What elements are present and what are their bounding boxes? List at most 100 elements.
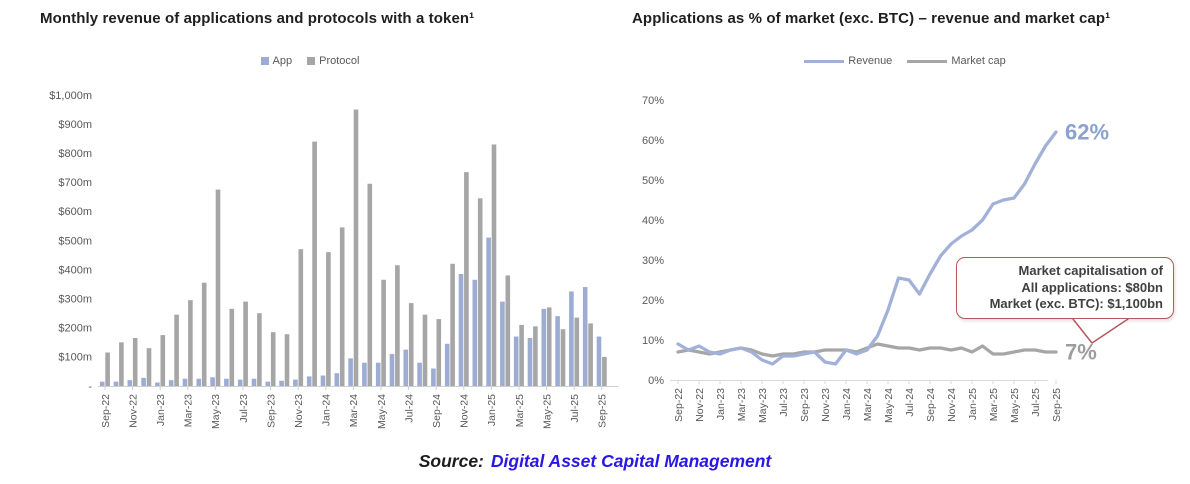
- bar-app: [237, 379, 243, 386]
- y-axis-tick-label: 30%: [642, 255, 664, 267]
- bar-protocol: [519, 324, 524, 386]
- bar-app: [417, 362, 422, 386]
- x-axis-tick-label: Jul-23: [238, 394, 250, 423]
- y-axis-tick-label: $900m: [58, 119, 92, 131]
- x-axis-tick-label: May-24: [376, 394, 388, 429]
- bar-protocol: [422, 314, 428, 386]
- x-axis-tick-label: Nov-22: [127, 394, 139, 428]
- bar-app: [141, 377, 146, 386]
- legend-item-marketcap: Market cap: [907, 55, 1006, 67]
- bar-app: [582, 287, 588, 386]
- x-axis-tick-label: Mar-23: [736, 388, 748, 421]
- bar-app: [569, 291, 574, 386]
- bar-protocol: [491, 144, 497, 386]
- callout-line-2: All applications: $80bn: [1021, 279, 1163, 295]
- line-chart-legend: Revenue Market cap: [620, 55, 1190, 67]
- x-axis-tick-label: Sep-23: [799, 388, 811, 422]
- protocol-legend-label: Protocol: [319, 55, 360, 67]
- bar-protocol: [174, 314, 179, 386]
- y-axis-tick-label: 70%: [642, 95, 664, 107]
- x-axis-tick-label: Jan-23: [715, 388, 727, 420]
- bar-app: [113, 381, 119, 386]
- y-axis-tick-label: 60%: [642, 135, 664, 147]
- x-axis-tick-label: Mar-25: [514, 394, 526, 427]
- bar-protocol: [160, 335, 166, 386]
- bar-chart-title: Monthly revenue of applications and prot…: [40, 10, 475, 27]
- bar-app: [403, 349, 409, 386]
- bar-app: [279, 380, 284, 386]
- bar-app: [99, 381, 105, 386]
- bar-app: [500, 301, 505, 386]
- bar-app: [251, 378, 257, 386]
- bar-protocol: [229, 308, 235, 386]
- x-axis-tick-label: Sep-22: [100, 394, 112, 428]
- app-legend-label: App: [272, 55, 293, 67]
- bar-protocol: [243, 301, 248, 386]
- bar-app: [334, 373, 340, 386]
- bar-protocol: [533, 326, 538, 386]
- y-axis-tick-label: 20%: [642, 295, 664, 307]
- bar-protocol: [119, 342, 124, 386]
- callout-line-1: Market capitalisation of: [1018, 263, 1163, 278]
- bar-protocol: [312, 141, 317, 386]
- x-axis-tick-label: Jul-25: [1030, 388, 1042, 417]
- bar-app: [127, 380, 133, 386]
- y-axis-tick-label: $1,000m: [49, 90, 92, 102]
- bar-protocol: [588, 323, 593, 386]
- x-axis-tick-label: May-25: [1009, 388, 1021, 423]
- x-axis-tick-label: Nov-23: [293, 394, 305, 428]
- y-axis-tick-label: -: [88, 381, 92, 393]
- x-axis-tick-label: Nov-24: [459, 394, 471, 428]
- x-axis-tick-label: Jul-23: [778, 388, 790, 417]
- source-line: Source: Digital Asset Capital Management: [0, 451, 1190, 472]
- bar-chart-legend: App Protocol: [0, 55, 620, 67]
- bar-app: [486, 237, 491, 386]
- bar-protocol: [574, 317, 580, 386]
- bar-app: [306, 376, 312, 386]
- bar-app: [293, 379, 298, 386]
- x-axis-tick-label: May-23: [757, 388, 769, 423]
- y-axis-tick-label: 0%: [648, 375, 664, 387]
- y-axis-tick-label: $500m: [58, 235, 92, 247]
- y-axis-tick-label: $800m: [58, 148, 92, 160]
- bar-app: [375, 362, 381, 386]
- legend-item-app: App: [260, 55, 293, 67]
- bar-app: [472, 279, 478, 386]
- x-axis-tick-label: Jul-24: [403, 394, 415, 423]
- bar-protocol: [602, 356, 607, 386]
- bar-app: [362, 362, 367, 386]
- source-link[interactable]: Digital Asset Capital Management: [490, 451, 772, 471]
- bar-protocol: [408, 303, 414, 386]
- line-chart-plot: 70% 60% 50% 40% 30% 20% 10% 0% Sep-22 Nov-22 Jan-2…: [642, 95, 1109, 423]
- bar-app: [431, 368, 436, 386]
- y-axis-tick-label: 50%: [642, 175, 664, 187]
- bar-app: [265, 381, 271, 386]
- bar-app: [527, 337, 533, 386]
- x-axis-tick-label: Mar-25: [988, 388, 1000, 421]
- y-axis-tick-label: $300m: [58, 294, 92, 306]
- app-legend-swatch: [260, 57, 269, 65]
- x-axis-tick-label: Sep-24: [925, 388, 937, 422]
- x-axis-tick-label: Nov-24: [946, 388, 958, 422]
- bar-protocol: [215, 189, 221, 386]
- x-axis-tick-label: Sep-25: [597, 394, 609, 428]
- x-axis-tick-label: Sep-24: [431, 394, 443, 428]
- bar-protocol: [395, 265, 400, 386]
- revenue-line: [676, 130, 1058, 366]
- bar-app: [224, 378, 229, 386]
- y-axis-tick-label: $700m: [58, 177, 92, 189]
- bar-chart-plot: $1,000m $900m $800m $700m $600m $500m $400m $30…: [49, 90, 618, 429]
- y-axis-tick-label: 10%: [642, 335, 664, 347]
- y-axis-tick-label: $200m: [58, 323, 92, 335]
- bar-protocol: [353, 109, 359, 387]
- x-axis-tick-label: May-24: [883, 388, 895, 423]
- bar-protocol: [132, 337, 138, 386]
- callout-pointer-shape: [1072, 319, 1129, 344]
- bar-app: [182, 378, 188, 386]
- marketcap-end-label: 7%: [1065, 340, 1097, 365]
- legend-item-revenue: Revenue: [804, 55, 892, 67]
- bar-protocol: [381, 279, 386, 386]
- bar-protocol: [464, 172, 469, 386]
- bar-app: [389, 353, 395, 386]
